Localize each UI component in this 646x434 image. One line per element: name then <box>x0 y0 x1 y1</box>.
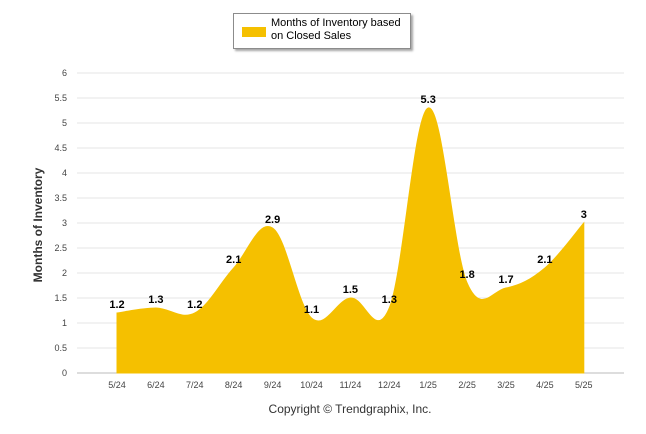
y-tick-label: 3.5 <box>54 193 67 203</box>
data-label: 1.2 <box>187 299 202 311</box>
x-tick-label: 8/24 <box>225 380 243 390</box>
y-tick-labels: 0 0.5 1 1.5 2 2.5 3 3.5 4 4.5 5 5.5 6 <box>54 68 67 378</box>
x-tick-label: 9/24 <box>264 380 282 390</box>
y-tick-label: 5 <box>62 118 67 128</box>
legend-label: Months of Inventory based on Closed Sale… <box>271 17 401 42</box>
y-tick-label: 5.5 <box>54 93 67 103</box>
x-tick-label: 2/25 <box>458 380 476 390</box>
data-label: 1.2 <box>109 299 124 311</box>
data-label: 5.3 <box>421 94 436 106</box>
y-tick-label: 6 <box>62 68 67 78</box>
x-tick-label: 11/24 <box>339 380 361 390</box>
x-tick-label: 3/25 <box>497 380 515 390</box>
legend-swatch <box>242 27 266 37</box>
x-tick-label: 12/24 <box>378 380 401 390</box>
y-tick-label: 2.5 <box>54 243 67 253</box>
x-tick-labels: 5/24 6/24 7/24 8/24 9/24 10/24 11/24 12/24 1/25 2… <box>108 380 592 390</box>
x-tick-label: 6/24 <box>147 380 165 390</box>
y-tick-label: 0.5 <box>54 343 67 353</box>
x-tick-label: 5/25 <box>575 380 593 390</box>
data-label: 1.7 <box>498 274 513 286</box>
data-label: 2.9 <box>265 214 280 226</box>
data-label: 1.3 <box>382 294 397 306</box>
y-tick-label: 1.5 <box>54 293 67 303</box>
data-label: 1.3 <box>148 294 163 306</box>
y-tick-label: 3 <box>62 218 67 228</box>
data-label: 1.1 <box>304 304 319 316</box>
y-tick-label: 4 <box>62 168 67 178</box>
y-tick-label: 4.5 <box>54 143 67 153</box>
data-labels: 1.2 1.3 1.2 2.1 2.9 1.1 1.5 1.3 5.3 1.8 1.7 2.1 3 <box>109 94 587 316</box>
data-label: 1.8 <box>459 269 474 281</box>
data-label: 1.5 <box>343 284 358 296</box>
copyright-text: Copyright © Trendgraphix, Inc. <box>268 402 432 416</box>
legend: Months of Inventory based on Closed Sale… <box>233 13 411 49</box>
x-tick-label: 10/24 <box>300 380 323 390</box>
area-fill <box>116 107 585 374</box>
data-label: 2.1 <box>226 254 241 266</box>
data-label: 3 <box>581 209 587 221</box>
y-tick-label: 0 <box>62 368 67 378</box>
y-axis-label: Months of Inventory <box>31 167 45 282</box>
area-series <box>116 107 585 374</box>
y-tick-label: 1 <box>62 318 67 328</box>
x-tick-label: 4/25 <box>536 380 554 390</box>
x-tick-label: 1/25 <box>419 380 437 390</box>
y-tick-label: 2 <box>62 268 67 278</box>
x-tick-label: 5/24 <box>108 380 126 390</box>
x-tick-label: 7/24 <box>186 380 204 390</box>
data-label: 2.1 <box>537 254 552 266</box>
